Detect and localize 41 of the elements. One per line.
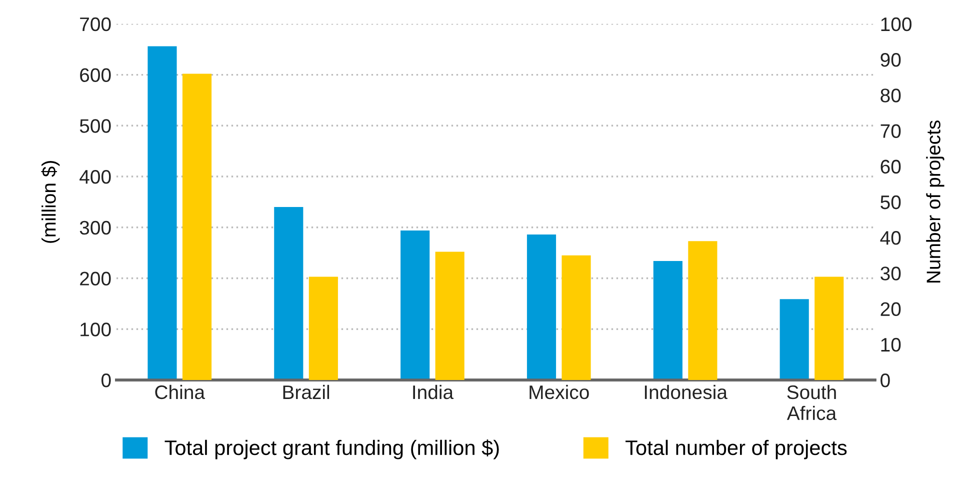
bar: [435, 252, 464, 380]
bar: [688, 241, 718, 380]
bar: [182, 74, 212, 380]
x-tick-label: Brazil: [283, 384, 330, 400]
y2-tick-label: 20: [880, 302, 901, 316]
y2-tick-label: 50: [880, 195, 901, 210]
legend-label: Total project grant funding (million $): [164, 440, 499, 460]
bar: [274, 207, 304, 380]
bar: [526, 234, 556, 380]
y-tick-label: 200: [80, 272, 111, 286]
bar: [308, 276, 338, 380]
bar: [562, 255, 591, 380]
y-tick-label: 700: [80, 17, 111, 32]
y-tick-label: 300: [80, 220, 111, 235]
x-tick-label: Indonesia: [644, 384, 728, 400]
x-tick-label: Mexico: [530, 384, 589, 400]
y2-tick-label: 0: [880, 373, 890, 388]
y2-tick-label: 40: [880, 231, 901, 245]
legend-label: Total number of projects: [626, 440, 847, 460]
y2-tick-label: 80: [880, 88, 901, 102]
y-tick-label: 400: [80, 170, 111, 184]
bar: [148, 46, 177, 380]
x-tick-label: China: [155, 384, 206, 400]
y2-tick-label: 70: [880, 124, 901, 138]
bar: [814, 276, 844, 380]
bar: [400, 230, 430, 380]
y-axis-title: (million $): [41, 161, 60, 243]
x-tick-label: India: [413, 384, 454, 400]
y-tick-label: 600: [80, 68, 111, 82]
y2-tick-label: 100: [881, 17, 912, 32]
y2-tick-label: 90: [880, 52, 901, 67]
y2-tick-label: 60: [880, 160, 901, 174]
y-tick-label: 100: [80, 322, 111, 336]
y-tick-label: 500: [80, 119, 111, 133]
y2-axis-title: Number of projects: [926, 120, 944, 282]
y2-tick-label: 30: [880, 266, 901, 280]
bar: [653, 260, 682, 380]
bar: [780, 299, 809, 380]
y-tick-label: 0: [101, 373, 111, 388]
y2-tick-label: 10: [881, 338, 901, 352]
x-tick-label: South Africa: [786, 384, 837, 420]
